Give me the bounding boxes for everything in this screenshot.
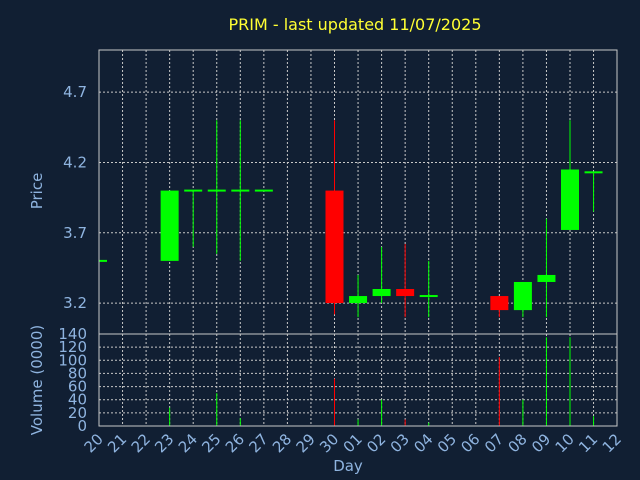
x-tick-label: 04 bbox=[410, 430, 436, 456]
candle-body bbox=[254, 189, 273, 192]
candle-body bbox=[396, 289, 415, 297]
candle-body bbox=[349, 296, 368, 304]
x-tick-label: 21 bbox=[104, 430, 130, 456]
x-tick-label: 29 bbox=[293, 430, 319, 456]
y-axis-label: Price bbox=[28, 173, 46, 210]
price-tick-label: 4.7 bbox=[63, 83, 87, 101]
candle-body bbox=[561, 169, 579, 230]
x-tick-label: 25 bbox=[198, 430, 224, 456]
candle-body bbox=[184, 189, 203, 192]
x-tick-label: 22 bbox=[128, 430, 154, 456]
x-tick-label: 11 bbox=[575, 430, 601, 456]
volume-axis-label: Volume (0000) bbox=[28, 325, 46, 435]
volume-tick-label: 60 bbox=[68, 378, 87, 396]
candle-body bbox=[231, 189, 250, 192]
candle-body bbox=[513, 281, 532, 311]
volume-tick-label: 100 bbox=[58, 351, 87, 369]
candle-body bbox=[325, 190, 344, 304]
volume-tick-label: 20 bbox=[68, 404, 87, 422]
price-tick-label: 3.2 bbox=[63, 294, 87, 312]
x-tick-label: 03 bbox=[387, 430, 413, 456]
x-tick-label: 30 bbox=[316, 430, 342, 456]
volume-tick-label: 80 bbox=[68, 364, 87, 382]
candle-body bbox=[160, 190, 179, 261]
candle-body bbox=[419, 295, 438, 298]
volume-tick-label: 40 bbox=[68, 391, 87, 409]
x-tick-label: 23 bbox=[151, 430, 177, 456]
candle-body bbox=[490, 296, 509, 311]
volume-tick-label: 140 bbox=[58, 325, 87, 343]
chart-title: PRIM - last updated 11/07/2025 bbox=[228, 15, 481, 34]
candle-body bbox=[372, 289, 391, 297]
price-tick-label: 4.2 bbox=[63, 153, 87, 171]
x-tick-label: 12 bbox=[599, 430, 625, 456]
x-tick-label: 24 bbox=[175, 430, 201, 456]
x-tick-label: 09 bbox=[528, 430, 554, 456]
x-tick-label: 10 bbox=[552, 430, 578, 456]
candle-body bbox=[207, 189, 226, 192]
x-tick-label: 02 bbox=[363, 430, 389, 456]
volume-tick-label: 120 bbox=[58, 338, 87, 356]
x-tick-label: 26 bbox=[222, 430, 248, 456]
x-tick-label: 06 bbox=[457, 430, 483, 456]
price-tick-label: 3.7 bbox=[63, 224, 87, 242]
x-tick-label: 28 bbox=[269, 430, 295, 456]
x-axis-label: Day bbox=[333, 457, 363, 475]
volume-panel-frame bbox=[98, 333, 618, 427]
x-tick-label: 27 bbox=[245, 430, 271, 456]
volume-tick-label: 0 bbox=[77, 417, 87, 435]
x-tick-label: 07 bbox=[481, 430, 507, 456]
x-tick-label: 08 bbox=[504, 430, 530, 456]
x-tick-label: 01 bbox=[340, 430, 366, 456]
candle-body bbox=[584, 171, 603, 174]
candle-body bbox=[99, 259, 107, 262]
x-tick-label: 05 bbox=[434, 430, 460, 456]
candle-body bbox=[537, 274, 556, 282]
